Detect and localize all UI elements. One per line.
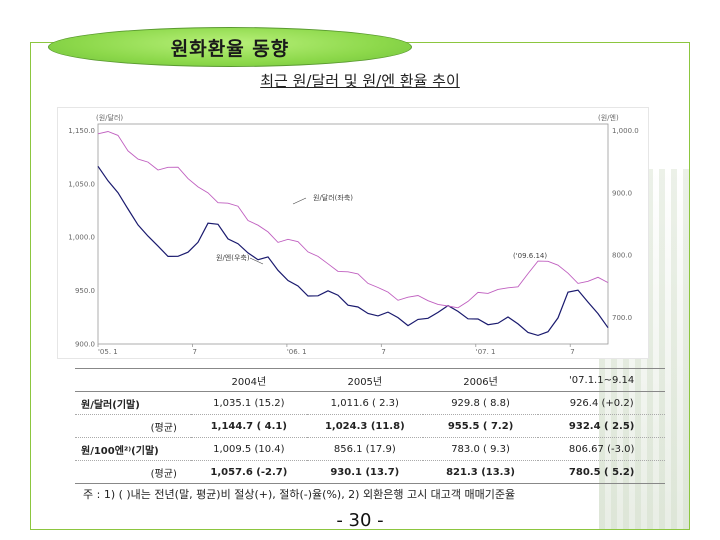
table-cell: 780.5 ( 5.2) <box>538 460 665 484</box>
x-tick-label: 7 <box>570 348 574 356</box>
table-row: (평균) 1,057.6 (-2.7) 930.1 (13.7) 821.3 (13.… <box>75 460 665 484</box>
slide-title: 원화환율 동향 <box>48 27 412 67</box>
table-row: 원/달러(기말) 1,035.1 (15.2) 1,011.6 ( 2.3) 929.… <box>75 391 665 415</box>
line-chart: 1,150.0 1,050.0 1,000.0 950.0 900.0 1,000.0 90… <box>68 113 639 356</box>
chart-annotation: 원/엔(우축) <box>216 253 250 262</box>
table-row: 원/100엔²⁾(기말) 1,009.5 (10.4) 856.1 (17.9) 78… <box>75 437 665 461</box>
chart-area: 1,150.0 1,050.0 1,000.0 950.0 900.0 1,000.0 90… <box>57 107 649 359</box>
table-cell: 1,035.1 (15.2) <box>190 391 307 415</box>
table-cell: 930.1 (13.7) <box>306 460 423 484</box>
x-tick-label: 7 <box>192 348 196 356</box>
row-label: (평균) <box>75 460 191 484</box>
table-cell: 1,057.6 (-2.7) <box>190 460 307 484</box>
y-right-tick-label: 1,000.0 <box>612 127 639 135</box>
table-cell: 1,011.6 ( 2.3) <box>306 391 423 415</box>
y-left-tick-label: 1,150.0 <box>68 127 95 135</box>
x-tick-label: 7 <box>381 348 385 356</box>
column-header: 2004년 <box>190 368 307 392</box>
y-right-tick-label: 700.0 <box>612 314 632 322</box>
table-cell: 806.67 (-3.0) <box>538 437 665 461</box>
y-right-unit: (원/엔) <box>598 113 619 122</box>
y-right-tick-label: 900.0 <box>612 189 632 197</box>
table-cell: 926.4 (+0.2) <box>538 391 665 415</box>
row-label: (평균) <box>75 414 191 438</box>
annotation-leader <box>249 257 264 265</box>
table-cell: 856.1 (17.9) <box>306 437 423 461</box>
table-cell: 955.5 ( 7.2) <box>422 414 539 438</box>
column-header <box>75 368 191 392</box>
annotation-leader <box>292 197 307 205</box>
table-cell: 1,144.7 ( 4.1) <box>190 414 307 438</box>
y-left-tick-label: 1,050.0 <box>68 180 95 188</box>
column-header: 2006년 <box>422 368 539 392</box>
series-line-krw-usd <box>97 165 609 337</box>
row-label: 원/100엔²⁾(기말) <box>75 437 191 461</box>
fx-statistics-table: 2004년 2005년 2006년 '07.1.1~9.14 원/달러(기말) 1,035… <box>75 368 665 484</box>
y-left-tick-label: 900.0 <box>75 340 95 348</box>
plot-frame <box>97 123 609 345</box>
footnote: 주 : 1) ( )내는 전년(말, 평균)비 절상(+), 절하(-)율(%)… <box>83 488 516 501</box>
y-right-tick-label: 800.0 <box>612 252 632 260</box>
y-left-tick-label: 950.0 <box>75 287 95 295</box>
y-left-tick-label: 1,000.0 <box>68 234 95 242</box>
series-line-krw-jpy <box>97 131 609 309</box>
table-cell: 929.8 ( 8.8) <box>422 391 539 415</box>
x-tick-label: '06. 1 <box>287 348 307 356</box>
table-header-row: 2004년 2005년 2006년 '07.1.1~9.14 <box>75 368 665 392</box>
chart-annotation: ('09.6.14) <box>513 252 547 260</box>
chart-title: 최근 원/달러 및 원/엔 환율 추이 <box>260 72 460 90</box>
table-cell: 821.3 (13.3) <box>422 460 539 484</box>
table-cell: 783.0 ( 9.3) <box>422 437 539 461</box>
table-cell: 1,024.3 (11.8) <box>306 414 423 438</box>
row-label: 원/달러(기말) <box>75 391 191 415</box>
y-left-unit: (원/달러) <box>96 113 123 122</box>
table-row: (평균) 1,144.7 ( 4.1) 1,024.3 (11.8) 955.5 ( … <box>75 414 665 438</box>
x-tick-label: '07. 1 <box>476 348 496 356</box>
table-cell: 932.4 ( 2.5) <box>538 414 665 438</box>
x-tick-label: '05. 1 <box>98 348 118 356</box>
column-header: 2005년 <box>306 368 423 392</box>
chart-annotation: 원/달러(좌축) <box>313 193 353 202</box>
table-cell: 1,009.5 (10.4) <box>190 437 307 461</box>
page-number: - 30 - <box>336 510 384 531</box>
column-header: '07.1.1~9.14 <box>538 368 665 392</box>
